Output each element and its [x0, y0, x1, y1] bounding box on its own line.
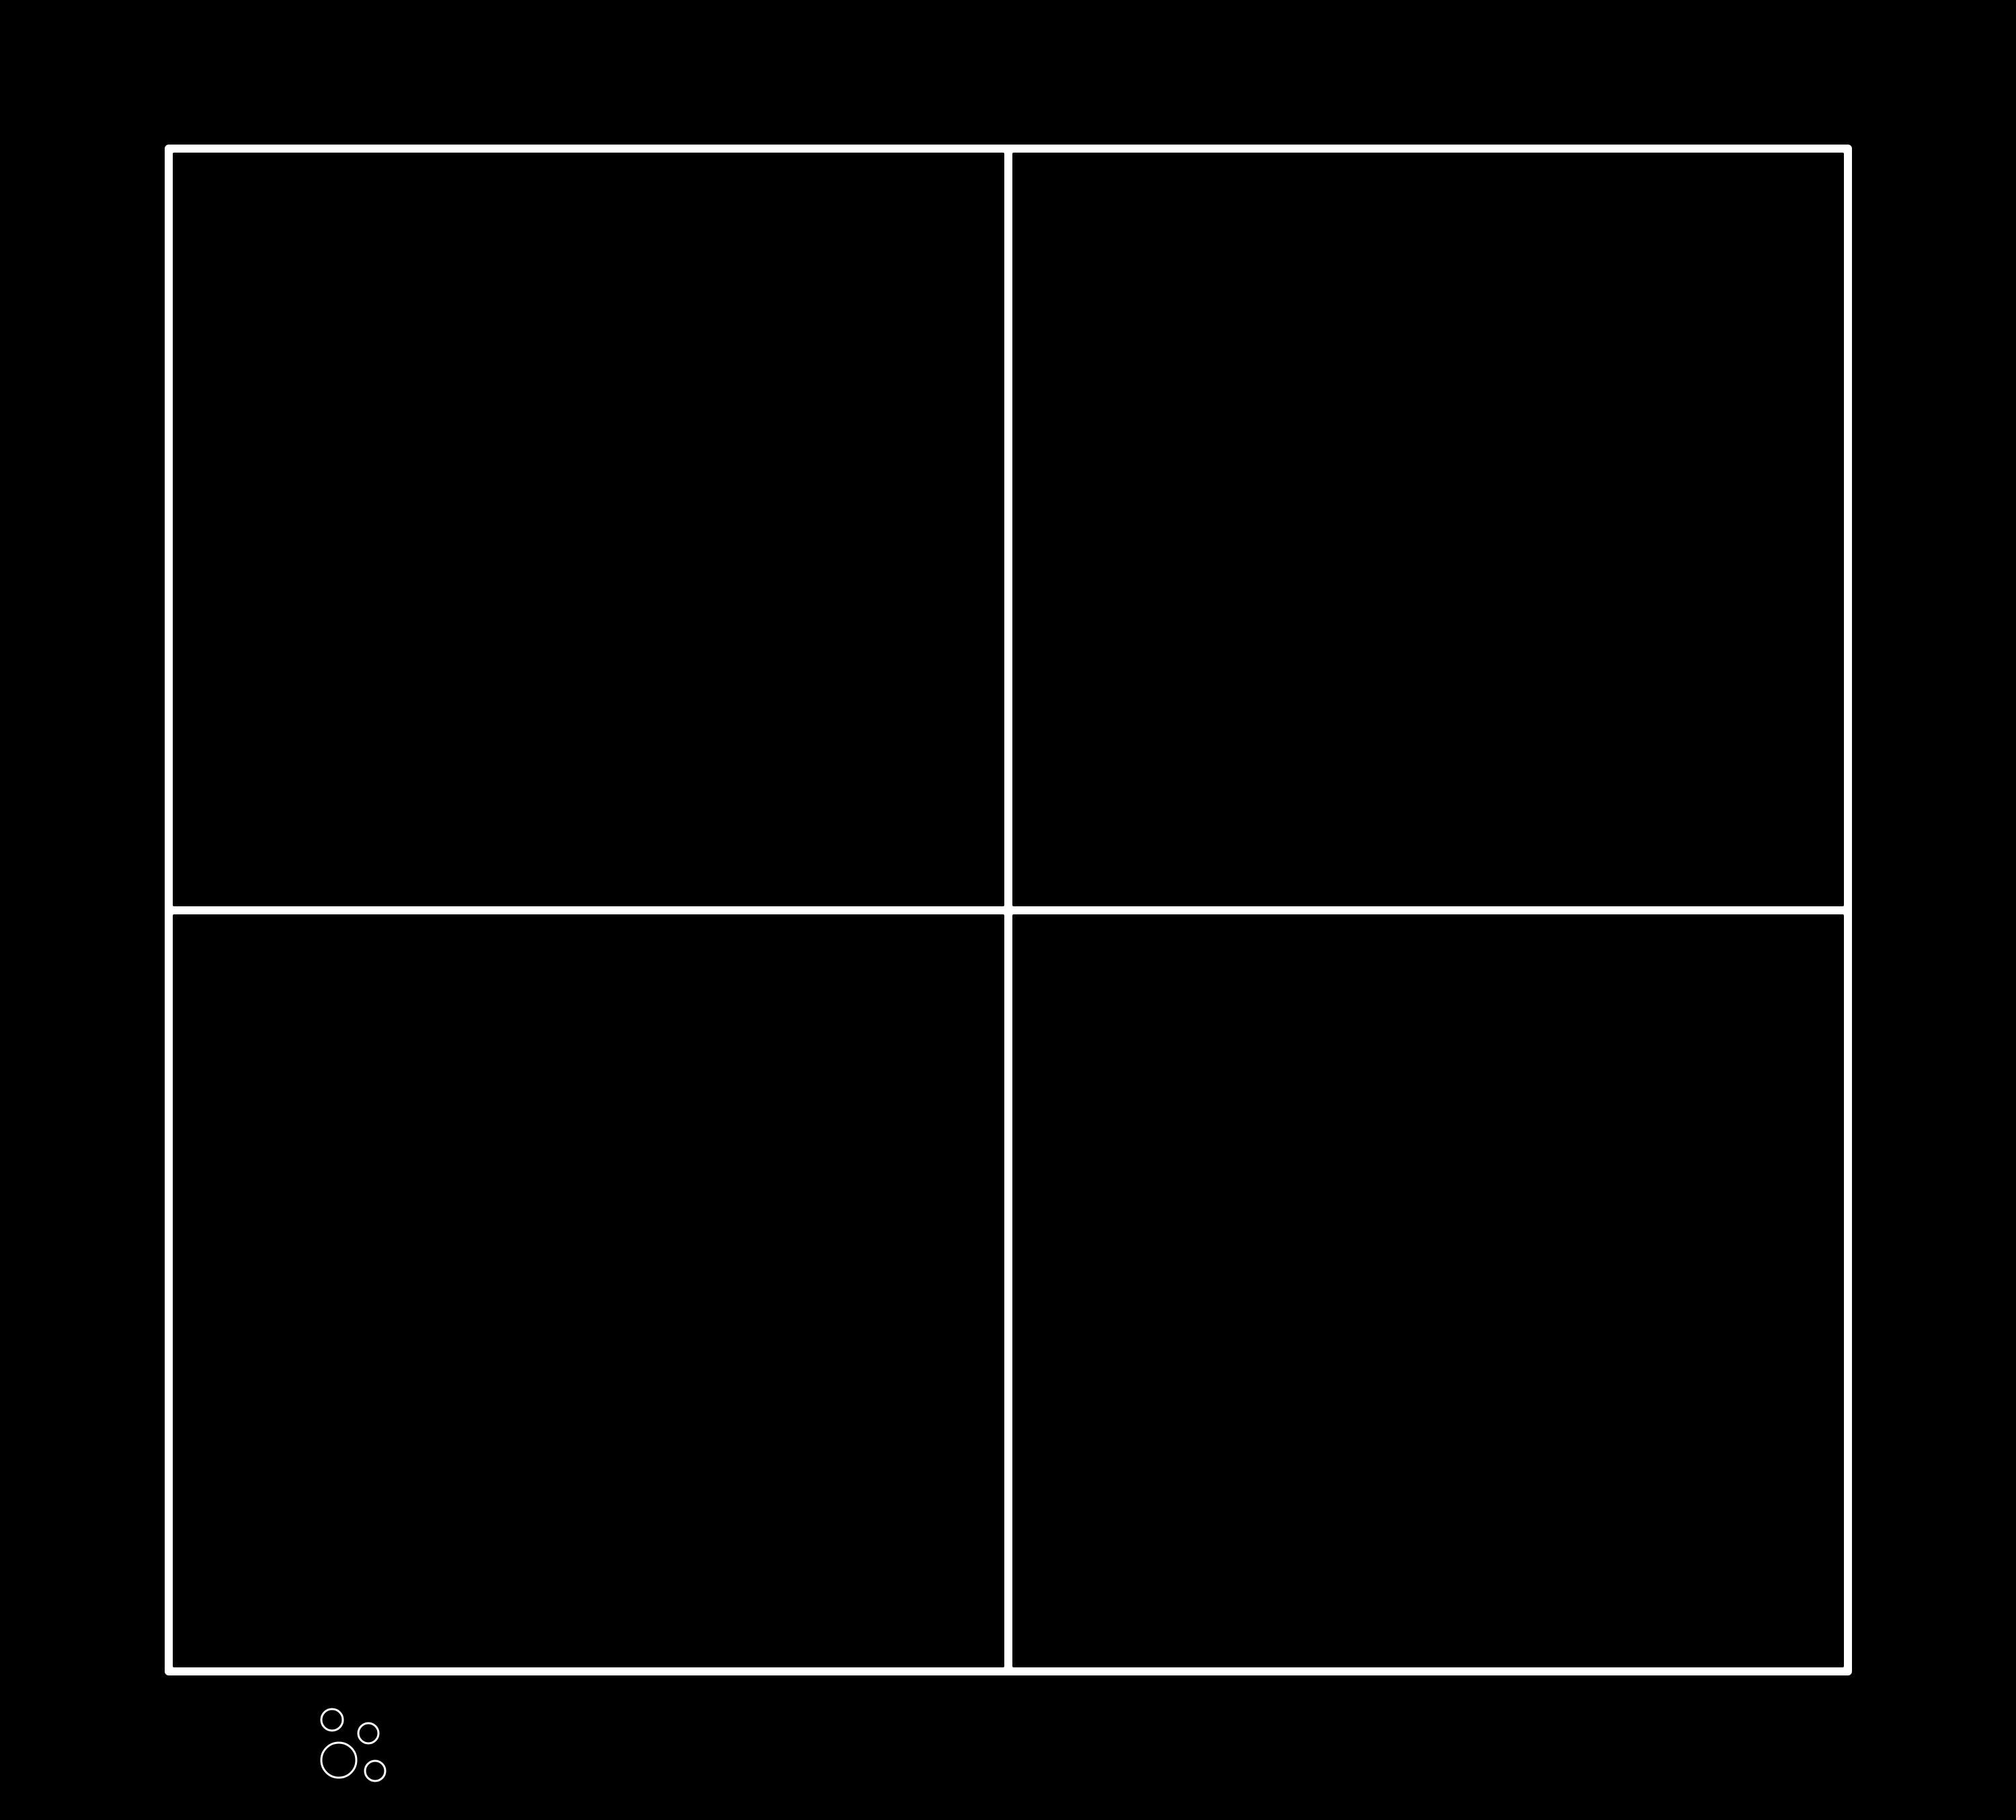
network-ingredient-classes	[173, 914, 1004, 1668]
cytoscape-logo-icon	[1680, 1714, 1723, 1762]
panel-disease-risk	[1012, 153, 1844, 906]
panel-disease-categories	[1012, 914, 1844, 1668]
network-ingredient-disease	[173, 153, 1004, 906]
network-disease-risk	[1012, 153, 1844, 906]
edgeleap-credit	[159, 1705, 421, 1816]
edgeleap-logo-icon	[320, 1708, 387, 1782]
network-disease-categories	[1012, 914, 1844, 1668]
cytoscape-credit	[1679, 1710, 1732, 1766]
legend-disease-categories	[1379, 1646, 1478, 1661]
panel-ingredient-disease	[173, 153, 1004, 906]
panel-ingredient-classes	[173, 914, 1004, 1668]
cytoscape-logo-row	[1679, 1713, 1732, 1766]
figure-board	[165, 145, 1852, 1675]
